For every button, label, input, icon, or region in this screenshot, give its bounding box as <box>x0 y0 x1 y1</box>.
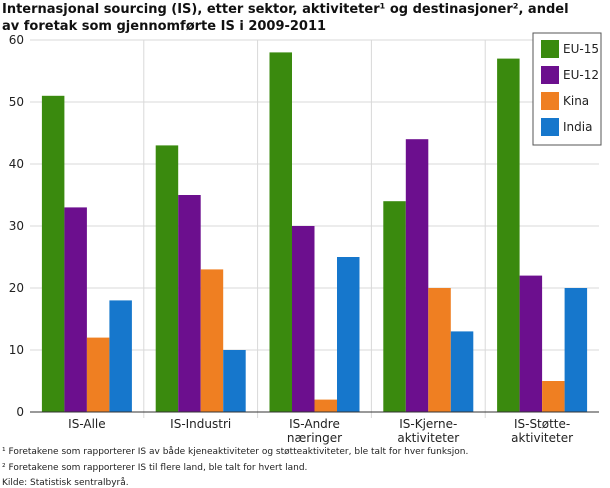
x-category-label: IS-Kjerne- <box>399 417 457 431</box>
grid <box>30 39 599 418</box>
legend-swatch-eu-12 <box>541 66 559 84</box>
x-category-label: aktiviteter <box>397 431 459 445</box>
bar-kina-2 <box>200 269 224 412</box>
y-tick-label: 10 <box>9 343 24 357</box>
x-category-label: IS-Andre <box>289 417 340 431</box>
x-category-label: aktiviteter <box>511 431 573 445</box>
y-tick-label: 60 <box>9 33 24 47</box>
bar-kina-5 <box>542 381 565 412</box>
bar-eu-12-4 <box>405 139 429 412</box>
bar-india-4 <box>450 331 474 412</box>
bar-india-1 <box>109 300 132 412</box>
footnote-2: ² Foretakene som rapporterer IS til fler… <box>2 463 307 473</box>
source-note: Kilde: Statistisk sentralbyrå. <box>2 477 129 488</box>
bar-eu-12-3 <box>292 226 315 412</box>
x-category-label: IS-Støtte- <box>514 417 570 431</box>
x-category-label: IS-Industri <box>170 417 231 431</box>
bar-india-2 <box>223 350 246 412</box>
chart-title-line-1: Internasjonal sourcing (IS), etter sekto… <box>2 2 569 17</box>
y-tick-label: 0 <box>16 405 24 419</box>
bar-eu-15-5 <box>497 58 520 412</box>
bar-kina-1 <box>86 337 110 412</box>
legend: EU-15 EU-12 Kina India <box>532 32 602 146</box>
x-category-label: næringer <box>287 431 342 445</box>
legend-swatch-eu-15 <box>541 40 559 58</box>
bar-india-3 <box>337 257 360 412</box>
legend-label-kina: Kina <box>563 94 589 108</box>
y-tick-label: 40 <box>9 157 24 171</box>
legend-swatch-india <box>541 118 559 136</box>
bar-india-5 <box>564 288 588 412</box>
legend-label-eu-15: EU-15 <box>563 42 599 56</box>
axes: 0 10 20 30 40 50 60 IS-Alle IS-Industri IS-Andren… <box>9 33 599 445</box>
legend-label-eu-12: EU-12 <box>563 68 599 82</box>
bar-eu-12-2 <box>178 195 201 412</box>
legend-swatch-kina <box>541 92 559 110</box>
bar-eu-15-2 <box>155 145 179 412</box>
y-tick-label: 30 <box>9 219 24 233</box>
chart-title-line-2: av foretak som gjennomførte IS i 2009-20… <box>2 19 326 34</box>
bar-eu-12-1 <box>64 207 87 412</box>
x-category-label: IS-Alle <box>68 417 105 431</box>
bar-kina-4 <box>428 288 451 412</box>
y-tick-label: 20 <box>9 281 24 295</box>
bar-eu-15-1 <box>41 95 65 413</box>
bar-eu-15-4 <box>383 201 406 412</box>
y-tick-label: 50 <box>9 95 24 109</box>
footnote-1: ¹ Foretakene som rapporterer IS av både … <box>2 446 468 457</box>
bar-eu-12-5 <box>519 275 543 412</box>
bars <box>41 52 588 413</box>
bar-eu-15-3 <box>269 52 292 413</box>
bar-kina-3 <box>314 399 337 412</box>
legend-label-india: India <box>563 120 592 134</box>
